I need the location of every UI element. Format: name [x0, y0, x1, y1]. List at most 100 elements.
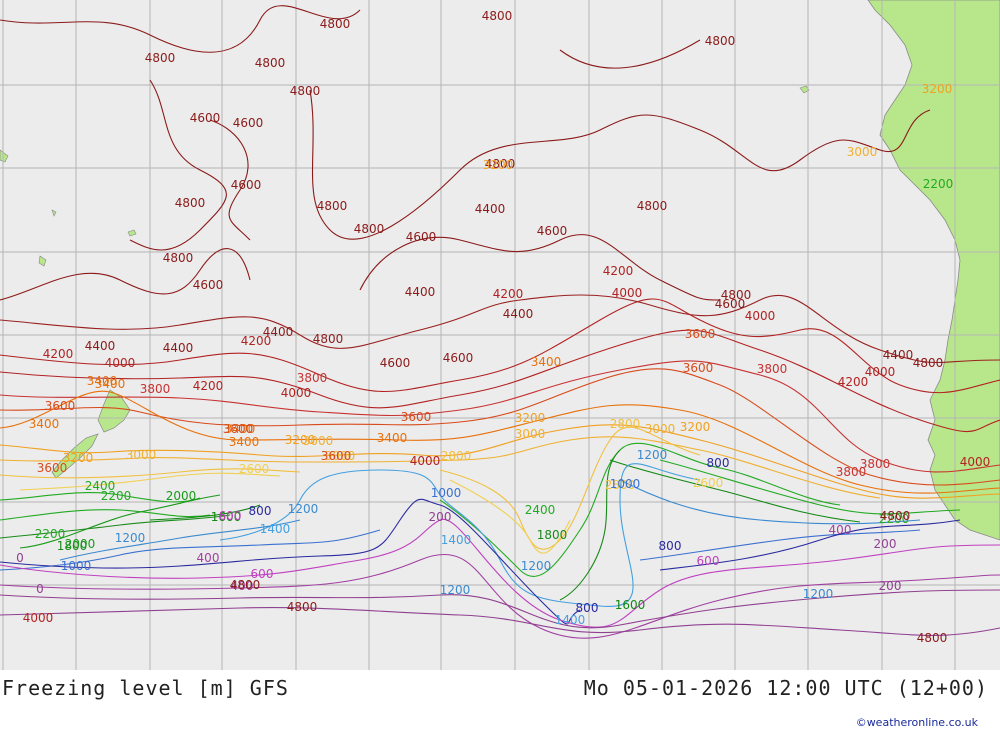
- contour-label: 4800: [230, 578, 261, 592]
- contour-label: 4200: [43, 347, 74, 361]
- contour-label: 4400: [85, 339, 116, 353]
- contour-600: [0, 518, 1000, 628]
- contour-label: 1400: [555, 613, 586, 627]
- contour-label: 4200: [241, 334, 272, 348]
- contour-2800: [0, 426, 701, 550]
- credit-link[interactable]: ©weatheronline.co.uk: [855, 716, 978, 729]
- contour-label: 4800: [320, 17, 351, 31]
- contour-1200: [59, 479, 921, 561]
- contour-label: 1200: [115, 531, 146, 545]
- contour-label: 4200: [838, 375, 869, 389]
- contour-label: 400: [231, 579, 254, 593]
- contour-label: 4400: [475, 202, 506, 216]
- contour-0: [0, 607, 1000, 636]
- contour-label: 4800: [313, 332, 344, 346]
- contour-label: 200: [429, 510, 452, 524]
- contour-1400: [219, 463, 701, 607]
- contour-label: 4400: [263, 325, 294, 339]
- freezing-level-contours: [0, 5, 1000, 639]
- contour-label: 3000: [303, 434, 334, 448]
- contour-label: 200: [879, 579, 902, 593]
- contour-label: 4600: [233, 116, 264, 130]
- contour-label: 3400: [29, 417, 60, 431]
- contour-label: 4400: [503, 307, 534, 321]
- contour-label: 4800: [255, 56, 286, 70]
- contour-label: 1200: [803, 587, 834, 601]
- contour-label: 2800: [441, 449, 472, 463]
- contour-label: 3400: [87, 374, 118, 388]
- contour-400: [0, 553, 1000, 639]
- contour-label: 1400: [441, 533, 472, 547]
- contour-label: 4800: [482, 9, 513, 23]
- contour-label: 4800: [637, 199, 668, 213]
- contour-label: 1600: [211, 510, 242, 524]
- contour-1000: [0, 529, 921, 571]
- contour-label: 4800: [705, 34, 736, 48]
- contour-label: 400: [197, 551, 220, 565]
- contour-4600: [0, 119, 721, 301]
- contour-label: 2200: [879, 512, 910, 526]
- contour-label: 4600: [190, 111, 221, 125]
- contour-label: 200: [874, 537, 897, 551]
- contour-label: 4800: [721, 288, 752, 302]
- contour-label: 4800: [913, 356, 944, 370]
- contour-label: 600: [251, 567, 274, 581]
- contour-label: 3800: [836, 465, 867, 479]
- contour-label: 1800: [537, 528, 568, 542]
- contour-label: 4400: [405, 285, 436, 299]
- contour-label: 1800: [57, 539, 88, 553]
- contour-label: 4000: [281, 386, 312, 400]
- contour-label: 2600: [693, 476, 724, 490]
- contour-label: 3400: [95, 377, 126, 391]
- contour-label: 1400: [260, 522, 291, 536]
- contour-label: 1000: [61, 559, 92, 573]
- contour-800: [0, 498, 961, 625]
- contour-label: 1200: [521, 559, 552, 573]
- contour-label: 3200: [922, 82, 953, 96]
- contour-label: 4000: [612, 286, 643, 300]
- contour-labels: 4800 4800 4800 4800 4800 4800 4600 4600 4800 4800…: [16, 9, 990, 645]
- contour-label: 3200: [680, 420, 711, 434]
- contour-label: 4800: [175, 196, 206, 210]
- contour-label: 3200: [483, 158, 514, 172]
- contour-4200: [0, 298, 1000, 394]
- contour-label: 2400: [85, 479, 116, 493]
- contour-3400: [0, 390, 1000, 494]
- contour-1600: [149, 459, 861, 523]
- map-title: Freezing level [m] GFS: [2, 676, 289, 700]
- contour-label: 4800: [290, 84, 321, 98]
- contour-1800: [0, 449, 621, 601]
- contour-label: 4600: [443, 351, 474, 365]
- footer-bar: [0, 670, 1000, 733]
- contour-label: 4800: [287, 600, 318, 614]
- contour-4400: [0, 294, 1000, 364]
- contour-label: 400: [829, 523, 852, 537]
- contour-label: 4600: [537, 224, 568, 238]
- contour-label: 4600: [231, 178, 262, 192]
- contour-label: 2600: [239, 462, 270, 476]
- contour-label: 3000: [325, 449, 356, 463]
- contour-label: 4800: [317, 199, 348, 213]
- lat-lon-grid: [0, 0, 1000, 670]
- contour-label: 4800: [880, 509, 911, 523]
- contour-label: 2800: [610, 417, 641, 431]
- contour-label: 2200: [101, 489, 132, 503]
- contour-label: 3600: [37, 461, 68, 475]
- contour-label: 4200: [193, 379, 224, 393]
- contour-label: 3200: [515, 411, 546, 425]
- contour-label: 4000: [105, 356, 136, 370]
- island-group: [0, 149, 137, 267]
- contour-3800: [0, 360, 1000, 473]
- new-zealand-north-island: [97, 389, 131, 433]
- contour-label: 0: [36, 582, 44, 596]
- contour-3000: [0, 436, 881, 499]
- valid-time: Mo 05-01-2026 12:00 UTC (12+00): [583, 676, 988, 700]
- contour-2400: [0, 442, 841, 577]
- contour-2200: [0, 459, 961, 521]
- contour-label: 3800: [757, 362, 788, 376]
- contour-label: 3600: [321, 449, 352, 463]
- contour-label: 4800: [145, 51, 176, 65]
- galapagos-island: [799, 85, 810, 94]
- contour-label: 2000: [65, 537, 96, 551]
- contour-label: 1600: [615, 598, 646, 612]
